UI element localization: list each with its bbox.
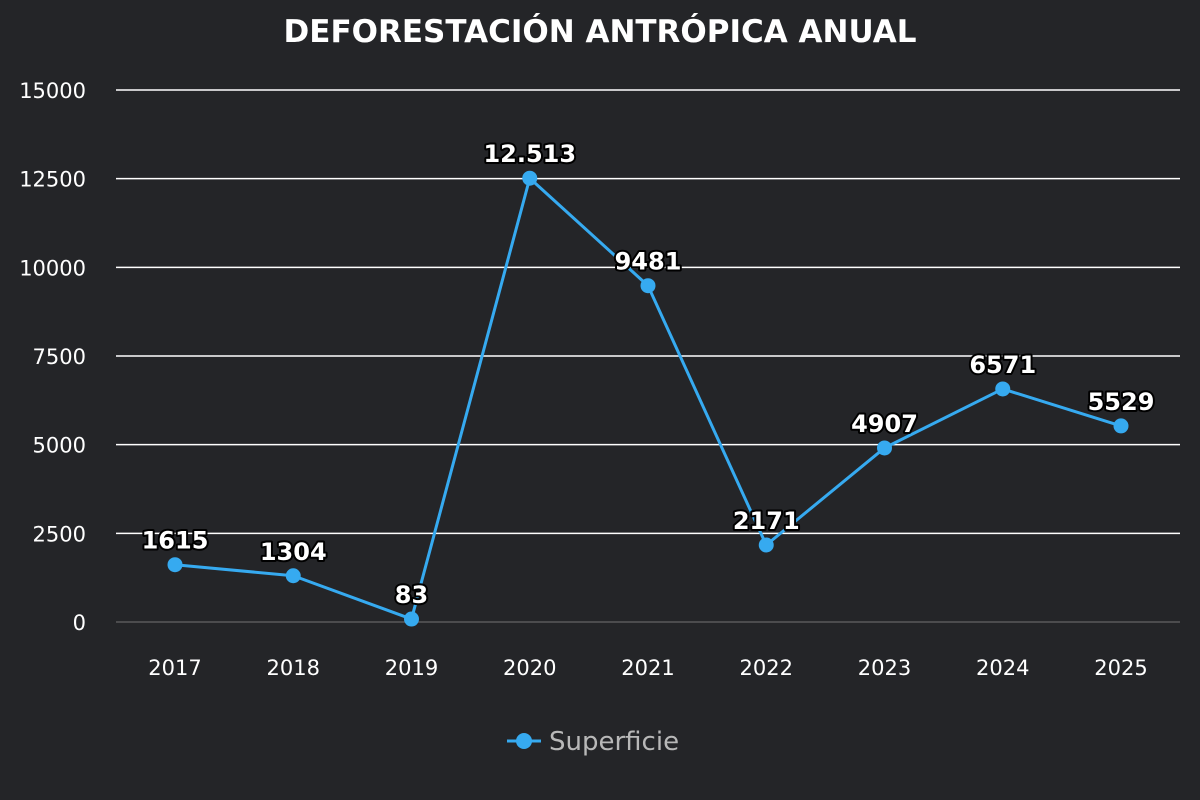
data-point[interactable] <box>522 170 538 186</box>
y-tick-label: 15000 <box>19 79 86 103</box>
data-point[interactable] <box>640 278 656 294</box>
y-tick-label: 7500 <box>33 345 86 369</box>
x-tick-label: 2017 <box>148 656 201 680</box>
data-point[interactable] <box>167 557 183 573</box>
data-point[interactable] <box>877 440 892 456</box>
data-label: 83 <box>395 581 428 609</box>
x-tick-label: 2022 <box>740 656 793 680</box>
x-tick-label: 2019 <box>385 656 438 680</box>
chart-title: DEFORESTACIÓN ANTRÓPICA ANUAL <box>284 13 917 50</box>
data-point[interactable] <box>404 611 419 627</box>
y-tick-label: 10000 <box>19 256 86 280</box>
x-tick-label: 2024 <box>976 656 1029 680</box>
data-label: 2171 <box>733 507 800 535</box>
data-label: 5529 <box>1088 388 1155 416</box>
data-label: 9481 <box>615 248 682 276</box>
data-label: 4907 <box>851 410 918 438</box>
data-label: 12.513 <box>483 140 576 168</box>
grid-lines <box>116 89 1180 623</box>
data-point[interactable] <box>758 537 774 553</box>
x-tick-label: 2021 <box>621 656 674 680</box>
legend-label: Superficie <box>549 727 679 757</box>
y-axis-ticks: 0 2500 5000 7500 10000 12500 15000 <box>19 79 86 635</box>
data-point[interactable] <box>285 568 301 584</box>
x-tick-label: 2020 <box>503 656 556 680</box>
data-label: 1615 <box>142 527 209 555</box>
y-tick-label: 12500 <box>19 168 86 192</box>
y-tick-label: 0 <box>73 611 86 635</box>
data-label: 6571 <box>969 351 1036 379</box>
x-tick-label: 2025 <box>1094 656 1147 680</box>
y-tick-label: 5000 <box>33 434 86 458</box>
legend[interactable]: Superficie <box>507 727 679 757</box>
y-tick-label: 2500 <box>33 522 86 546</box>
data-point[interactable] <box>1113 418 1129 434</box>
series-superficie <box>167 170 1129 627</box>
x-axis-ticks: 2017 2018 2019 2020 2021 2022 2023 2024 2025 <box>148 656 1147 680</box>
data-point[interactable] <box>995 381 1011 397</box>
x-tick-label: 2018 <box>267 656 320 680</box>
data-labels: 1615 1304 83 12.513 9481 2171 4907 6571 5529 <box>140 138 1157 611</box>
data-label: 1304 <box>260 538 327 566</box>
legend-marker-icon <box>516 733 532 749</box>
x-tick-label: 2023 <box>858 656 911 680</box>
